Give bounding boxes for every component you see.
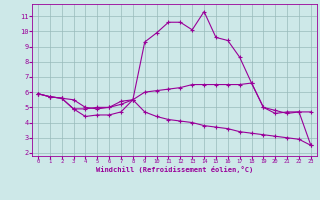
- X-axis label: Windchill (Refroidissement éolien,°C): Windchill (Refroidissement éolien,°C): [96, 166, 253, 173]
